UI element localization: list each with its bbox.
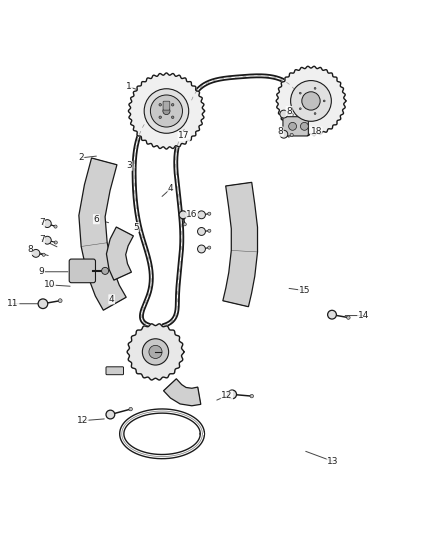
Circle shape [163,108,170,115]
Circle shape [129,407,132,411]
Circle shape [299,92,301,94]
Text: 5: 5 [133,223,139,231]
Circle shape [289,123,297,130]
Polygon shape [127,324,184,380]
Circle shape [38,299,48,309]
Circle shape [290,113,293,116]
Circle shape [149,345,162,359]
Text: 8: 8 [27,245,33,254]
Circle shape [290,133,293,136]
Circle shape [328,310,336,319]
FancyBboxPatch shape [283,117,308,136]
Text: 14: 14 [358,311,369,320]
Circle shape [54,241,57,244]
Circle shape [198,245,205,253]
Text: 9: 9 [39,267,45,276]
Circle shape [159,116,162,118]
Circle shape [314,112,316,115]
Text: 6: 6 [93,215,99,224]
Circle shape [32,249,40,257]
Circle shape [159,103,162,106]
Polygon shape [163,379,201,406]
Circle shape [43,236,51,244]
Circle shape [144,88,189,133]
Circle shape [314,87,316,89]
Circle shape [171,103,174,106]
Text: 15: 15 [299,286,310,295]
Text: 10: 10 [44,280,55,289]
Circle shape [43,220,51,228]
Text: 16: 16 [186,211,198,219]
Text: 4: 4 [109,295,114,304]
Polygon shape [276,66,346,135]
Circle shape [183,223,186,226]
Circle shape [280,130,288,138]
Circle shape [150,95,183,127]
Polygon shape [223,182,258,306]
Circle shape [208,229,211,232]
Circle shape [179,211,187,219]
Circle shape [323,100,325,102]
Circle shape [171,116,174,118]
Circle shape [300,123,308,130]
Circle shape [299,108,301,110]
FancyBboxPatch shape [106,367,124,375]
Text: 11: 11 [7,299,19,308]
Circle shape [228,390,237,399]
Circle shape [106,410,115,419]
Text: 8: 8 [277,127,283,136]
Circle shape [302,92,320,110]
Text: 2: 2 [78,154,84,163]
Circle shape [250,394,254,398]
FancyBboxPatch shape [69,259,95,282]
Text: 18: 18 [311,127,322,136]
Circle shape [54,225,57,228]
Circle shape [42,253,45,256]
Circle shape [346,316,350,319]
Text: 13: 13 [327,457,339,466]
Polygon shape [106,227,134,280]
Text: 1: 1 [126,83,132,92]
Circle shape [290,80,331,122]
Circle shape [208,212,211,215]
Circle shape [142,339,169,365]
Circle shape [198,211,205,219]
Circle shape [102,268,109,274]
Text: 7: 7 [39,235,45,244]
Text: 12: 12 [221,391,233,400]
Polygon shape [79,158,126,310]
FancyBboxPatch shape [163,101,170,110]
Text: 3: 3 [126,161,132,170]
Text: 12: 12 [77,416,88,425]
Polygon shape [128,73,205,149]
Text: 7: 7 [39,218,45,227]
Circle shape [58,299,62,303]
Text: 4: 4 [168,184,173,193]
Text: 8: 8 [286,107,292,116]
Circle shape [280,110,288,118]
Circle shape [208,246,211,249]
Circle shape [198,228,205,236]
Text: 17: 17 [178,132,190,141]
